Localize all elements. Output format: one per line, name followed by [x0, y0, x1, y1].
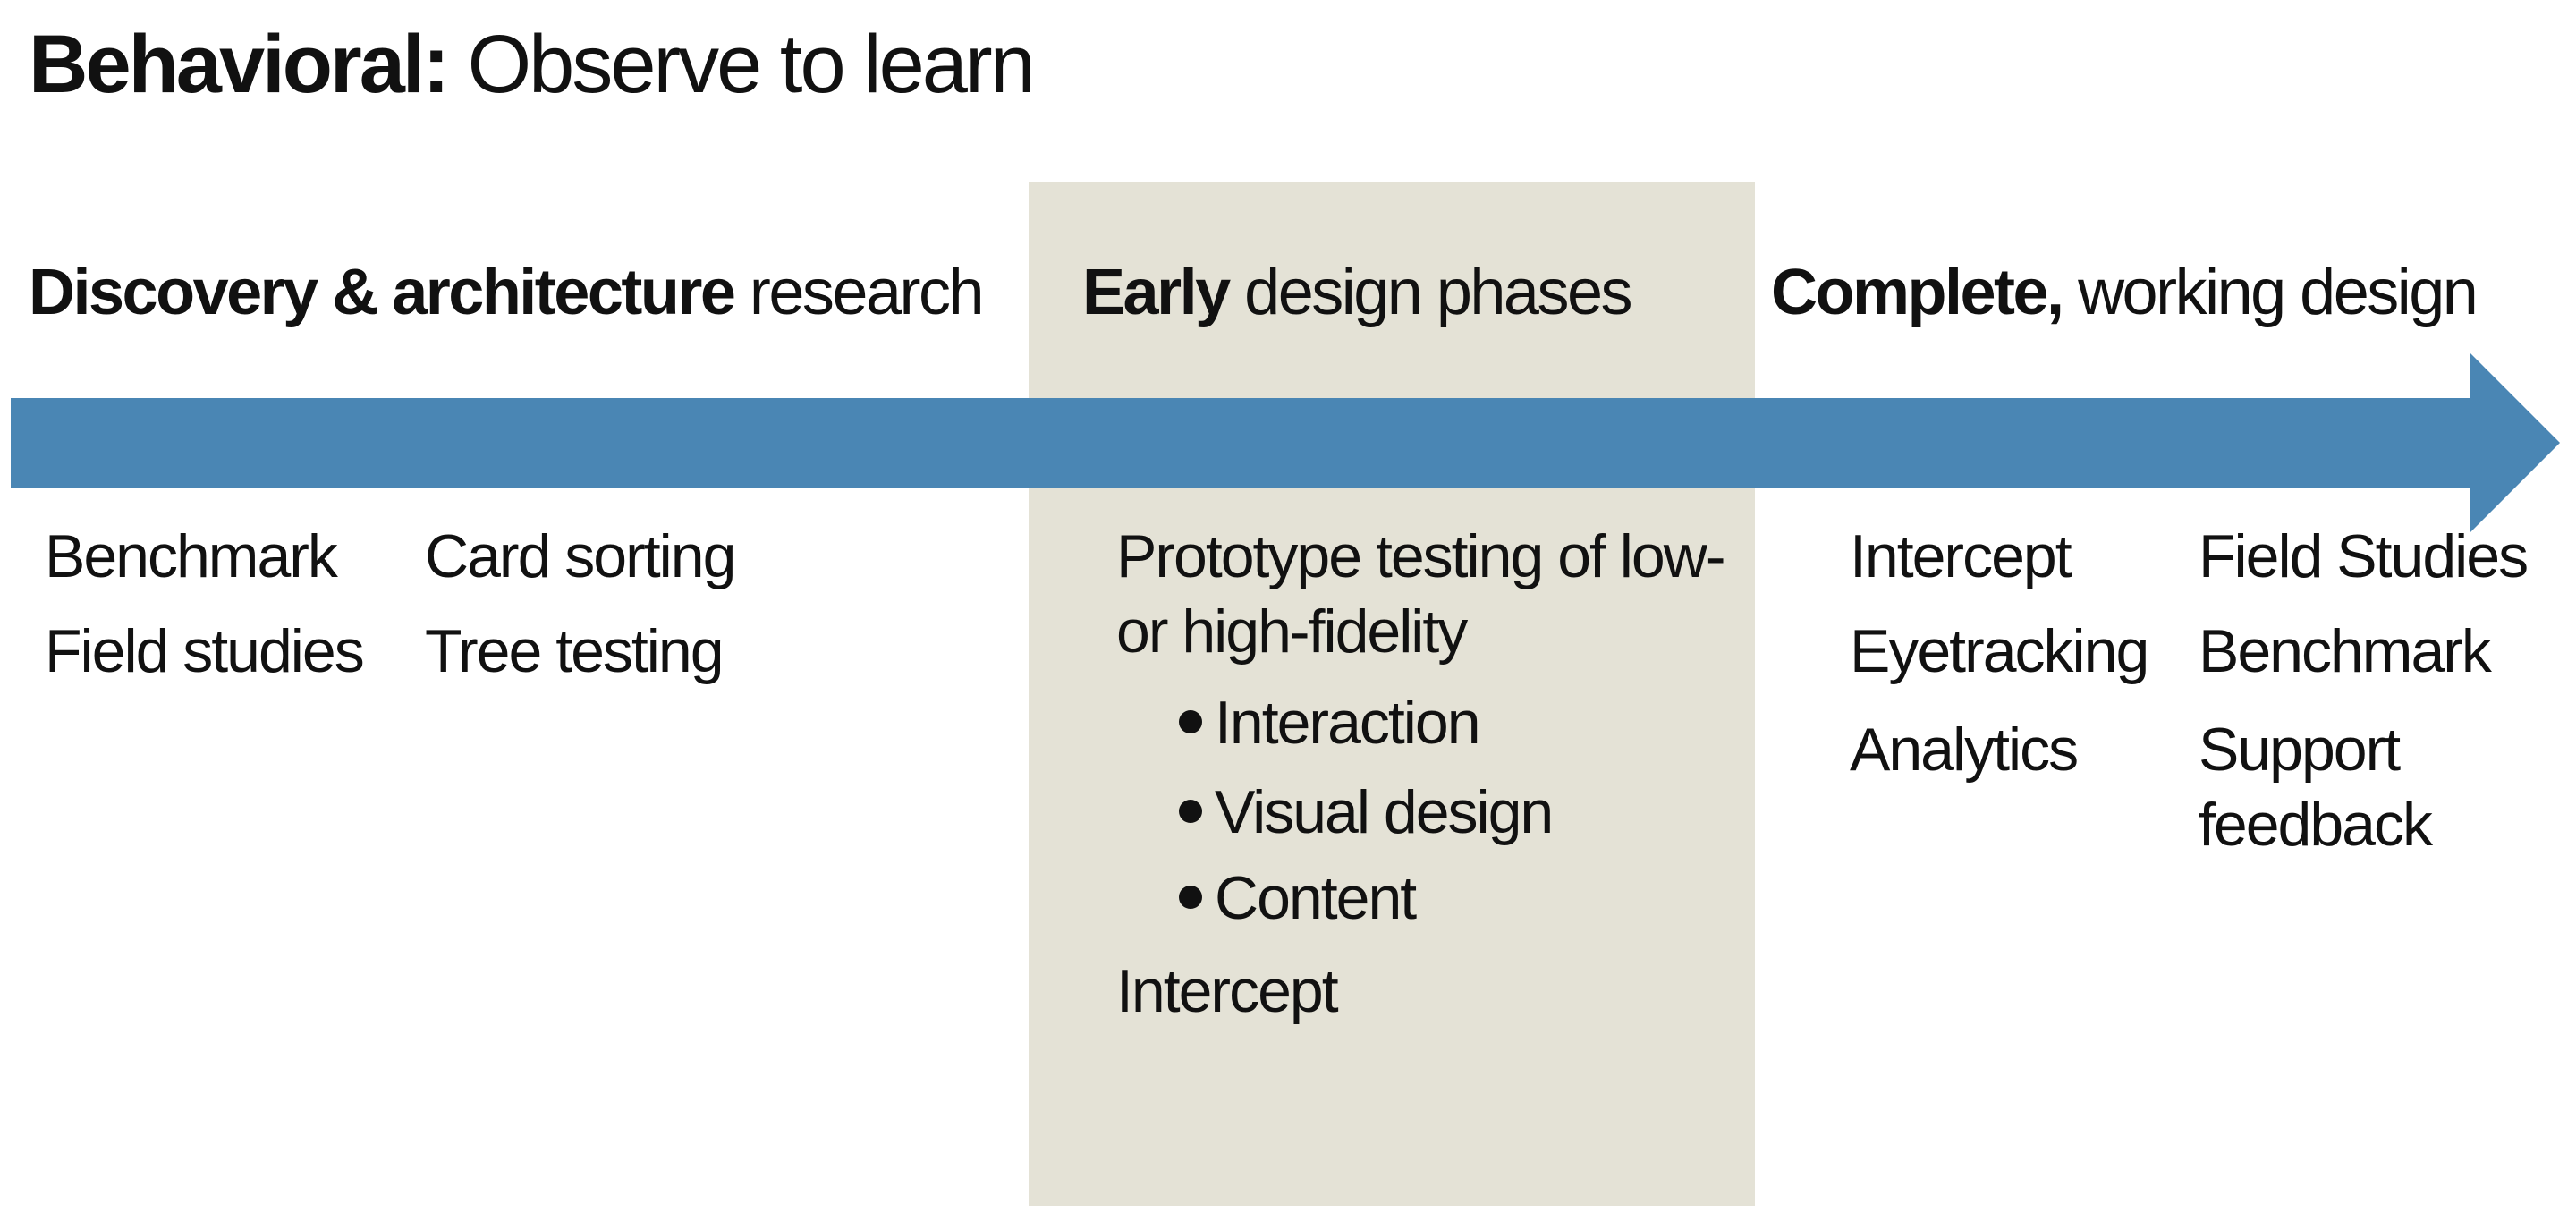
phase-early-bold: Early [1082, 257, 1231, 328]
phase-complete-bold: Complete, [1771, 257, 2064, 328]
list-item: Support [2199, 716, 2401, 784]
list-item: Card sorting [425, 522, 736, 590]
timeline-arrow [11, 353, 2560, 532]
title-bold: Behavioral: [29, 19, 450, 110]
phase-complete-heading: Complete, working design [1771, 257, 2479, 328]
prototype-testing-line2: or high-fidelity [1116, 598, 1468, 666]
title-regular: Observe to learn [467, 19, 1036, 110]
list-item: Benchmark [2199, 617, 2492, 685]
list-item: Intercept [1116, 957, 1339, 1025]
phase-early-regular: design phases [1244, 257, 1632, 328]
slide-title: Behavioral: Observe to learn [29, 19, 1036, 110]
phase-discovery-bold: Discovery & architecture [29, 257, 736, 328]
list-item: Field Studies [2199, 522, 2529, 590]
bullet-item: Visual design [1179, 776, 1554, 850]
prototype-testing-line1: Prototype testing of low- [1116, 522, 1725, 590]
phase-complete-regular: working design [2078, 257, 2479, 328]
list-item: Field studies [45, 617, 365, 685]
early-design-panel [1029, 182, 1755, 1206]
bullet-label: Interaction [1215, 689, 1481, 757]
list-item: Intercept [1850, 522, 2072, 590]
bullet-item: Content [1179, 862, 1417, 936]
bullet-item: Interaction [1179, 687, 1481, 760]
phase-discovery-regular: research [749, 257, 985, 328]
list-item: Benchmark [45, 522, 338, 590]
list-item: Eyetracking [1850, 617, 2149, 685]
phase-discovery-heading: Discovery & architecture research [29, 257, 985, 328]
bullet-dot-icon [1179, 886, 1202, 910]
list-item: feedback [2199, 791, 2433, 859]
bullet-label: Visual design [1215, 778, 1554, 846]
list-item: Analytics [1850, 716, 2079, 784]
bullet-dot-icon [1179, 710, 1202, 734]
timeline-arrow-shape [11, 353, 2560, 532]
phase-early-heading: Early design phases [1082, 257, 1632, 328]
list-item: Tree testing [425, 617, 724, 685]
bullet-dot-icon [1179, 800, 1202, 824]
bullet-label: Content [1215, 864, 1417, 932]
